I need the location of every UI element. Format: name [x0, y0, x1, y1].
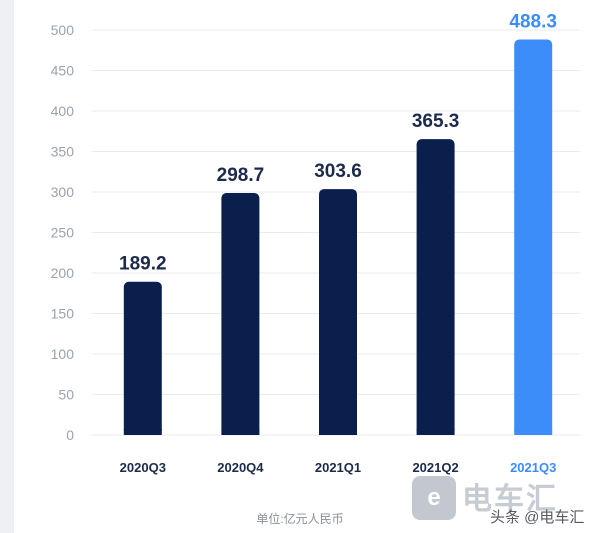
x-tick-label: 2021Q1 — [315, 460, 361, 475]
x-tick-label: 2021Q2 — [412, 460, 458, 475]
unit-caption: 单位:亿元人民币 — [256, 512, 344, 526]
watermark: e 电车汇 头条 @电车汇 — [412, 472, 592, 528]
y-tick-label: 300 — [51, 184, 75, 200]
bar-value-label: 303.6 — [314, 161, 362, 182]
watermark-logo-icon: e — [412, 476, 456, 520]
bar-base — [319, 429, 357, 435]
x-tick-label: 2021Q3 — [510, 460, 556, 475]
bar-value-label: 488.3 — [509, 11, 557, 32]
watermark-credit: 头条 @电车汇 — [490, 509, 585, 526]
bar-base — [514, 429, 553, 435]
bar — [221, 193, 260, 435]
left-edge-band — [0, 0, 14, 533]
bar — [123, 281, 162, 435]
watermark-brand: 电车汇 — [462, 483, 558, 516]
y-tick-label: 100 — [51, 346, 75, 362]
y-tick-label: 50 — [58, 387, 74, 403]
bar-value-label: 298.7 — [217, 165, 265, 186]
bar-value-label: 189.2 — [119, 254, 167, 275]
y-tick-label: 250 — [51, 225, 75, 241]
y-tick-label: 450 — [51, 63, 75, 79]
bar — [514, 39, 553, 436]
bar — [319, 189, 357, 435]
x-tick-label: 2020Q3 — [120, 460, 166, 475]
y-tick-label: 0 — [66, 427, 74, 443]
bar-value-label: 365.3 — [412, 111, 460, 132]
x-tick-label: 2020Q4 — [217, 460, 264, 475]
y-tick-label: 400 — [51, 103, 75, 119]
y-tick-label: 350 — [51, 144, 75, 160]
bar — [416, 139, 455, 435]
bar-base — [221, 429, 260, 435]
y-tick-label: 500 — [51, 22, 75, 38]
bar-base — [416, 429, 455, 435]
bar-base — [123, 429, 162, 435]
y-tick-label: 200 — [51, 265, 75, 281]
y-tick-label: 150 — [51, 306, 75, 322]
